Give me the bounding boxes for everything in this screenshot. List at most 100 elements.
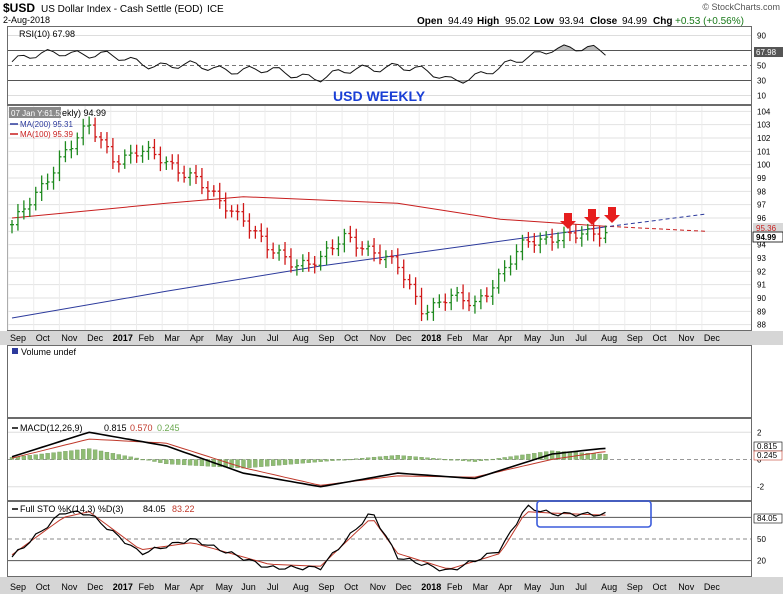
volume-label: Volume undef bbox=[21, 347, 77, 357]
x-axis-label: May bbox=[216, 333, 234, 343]
svg-text:67.98: 67.98 bbox=[756, 48, 777, 57]
price-y-tick: 102 bbox=[757, 134, 771, 143]
macd-hist-bar bbox=[181, 459, 187, 466]
macd-hist-bar bbox=[33, 454, 38, 460]
x-axis-label: Oct bbox=[36, 582, 51, 592]
chart-symbol: $USD bbox=[3, 1, 35, 15]
x-axis-label: Jun bbox=[550, 582, 565, 592]
x-axis-label: Aug bbox=[601, 582, 617, 592]
macd-hist-bar bbox=[318, 459, 323, 462]
chart-exchange: ICE bbox=[207, 4, 224, 15]
volume-panel-frame bbox=[7, 345, 752, 418]
macd-line bbox=[11, 431, 606, 488]
low-label: Low bbox=[534, 16, 554, 27]
macd-signal-value: 0.570 bbox=[130, 423, 153, 433]
macd-hist-tag: 0.245 bbox=[757, 451, 778, 460]
rsi-y-tick: 30 bbox=[757, 77, 766, 86]
price-y-tick: 104 bbox=[757, 107, 771, 116]
macd-hist-bar bbox=[294, 459, 300, 464]
macd-hist-bar bbox=[235, 459, 240, 469]
x-axis-label: Sep bbox=[627, 333, 643, 343]
macd-hist-bar bbox=[407, 456, 412, 460]
macd-hist-bar bbox=[81, 449, 86, 460]
x-axis-label: Mar bbox=[164, 582, 180, 592]
x-axis-label: Apr bbox=[498, 582, 512, 592]
macd-hist-bar bbox=[176, 459, 181, 465]
macd-hist-bar bbox=[271, 459, 276, 466]
macd-hist-bar bbox=[538, 452, 543, 460]
sto-label: Full STO %K(14,3) %D(3) 84.05 83.22 bbox=[12, 504, 195, 514]
macd-hist-bar bbox=[330, 459, 335, 461]
macd-hist-bar bbox=[75, 449, 80, 460]
price-y-tick: 93 bbox=[757, 254, 766, 263]
macd-histogram bbox=[9, 448, 608, 469]
x-axis-label: Oct bbox=[653, 582, 668, 592]
x-axis-label: Mar bbox=[164, 333, 180, 343]
macd-hist-value: 0.245 bbox=[157, 423, 180, 433]
macd-hist-bar bbox=[490, 458, 495, 461]
down-arrow-icon bbox=[584, 209, 600, 225]
macd-hist-bar bbox=[567, 451, 573, 460]
sto-d-value: 83.22 bbox=[172, 504, 195, 514]
x-axis-label: Dec bbox=[87, 582, 104, 592]
price-y-tick: 98 bbox=[757, 187, 766, 196]
macd-hist-bar bbox=[152, 459, 157, 462]
open-label: Open bbox=[417, 16, 443, 27]
rsi-last-value-tag: 67.98 bbox=[754, 47, 783, 58]
macd-hist-bar bbox=[561, 451, 567, 460]
macd-hist-bar bbox=[21, 455, 27, 460]
down-arrow-icon bbox=[604, 207, 620, 223]
x-axis-label: Mar bbox=[473, 582, 489, 592]
sto-y-tick: 50 bbox=[757, 535, 766, 544]
macd-signal-line bbox=[11, 438, 606, 486]
x-axis-label: May bbox=[524, 333, 542, 343]
price-y-tick: 92 bbox=[757, 267, 766, 276]
x-axis-label: Dec bbox=[87, 333, 104, 343]
price-bars bbox=[10, 116, 608, 322]
macd-hist-bar bbox=[57, 451, 62, 460]
macd-hist-bar bbox=[140, 459, 145, 461]
macd-hist-bar bbox=[128, 456, 133, 460]
x-axis-label: Jun bbox=[550, 333, 565, 343]
macd-hist-bar bbox=[508, 456, 513, 460]
macd-hist-bar bbox=[449, 459, 454, 461]
svg-text:84.05: 84.05 bbox=[757, 514, 778, 523]
macd-hist-bar bbox=[413, 456, 418, 460]
price-legend-close: ekly) 94.99 bbox=[62, 108, 106, 118]
macd-hist-bar bbox=[585, 453, 590, 460]
rsi-y-tick: 90 bbox=[757, 32, 766, 41]
x-axis-label: Feb bbox=[447, 582, 463, 592]
macd-hist-bar bbox=[217, 459, 222, 468]
last-price-tags: 95.36 94.99 bbox=[752, 223, 783, 243]
macd-hist-bar bbox=[282, 459, 288, 465]
macd-hist-bar bbox=[27, 455, 32, 460]
macd-hist-bar bbox=[164, 459, 169, 465]
macd-value: 0.815 bbox=[104, 423, 127, 433]
ohlc-readout: Open 94.49 High 95.02 Low 93.94 Close 94… bbox=[417, 16, 744, 27]
x-axis-label: 2018 bbox=[421, 333, 441, 343]
sto-y-tick: 20 bbox=[757, 557, 766, 566]
macd-hist-bar bbox=[265, 459, 270, 467]
x-axis-label: Nov bbox=[678, 582, 695, 592]
rsi-y-tick: 50 bbox=[757, 62, 766, 71]
macd-hist-bar bbox=[597, 453, 602, 460]
x-axis-label: Feb bbox=[139, 333, 155, 343]
macd-hist-bar bbox=[104, 451, 110, 460]
x-axis-label: Jun bbox=[241, 582, 256, 592]
macd-hist-bar bbox=[455, 459, 460, 461]
macd-hist-bar bbox=[395, 455, 400, 460]
price-y-tick: 99 bbox=[757, 174, 766, 183]
macd-hist-bar bbox=[312, 459, 317, 463]
x-axis-label: Oct bbox=[344, 333, 359, 343]
macd-hist-bar bbox=[502, 457, 507, 460]
x-axis-label: 2017 bbox=[113, 582, 133, 592]
price-y-tick: 90 bbox=[757, 294, 766, 303]
x-axis-label: Dec bbox=[396, 582, 413, 592]
macd-panel-frame bbox=[7, 418, 752, 501]
macd-hist-bar bbox=[146, 459, 151, 461]
macd-hist-bar bbox=[92, 449, 98, 460]
x-axis-label: Aug bbox=[293, 582, 309, 592]
macd-hist-bar bbox=[579, 452, 584, 460]
macd-hist-bar bbox=[187, 459, 193, 466]
